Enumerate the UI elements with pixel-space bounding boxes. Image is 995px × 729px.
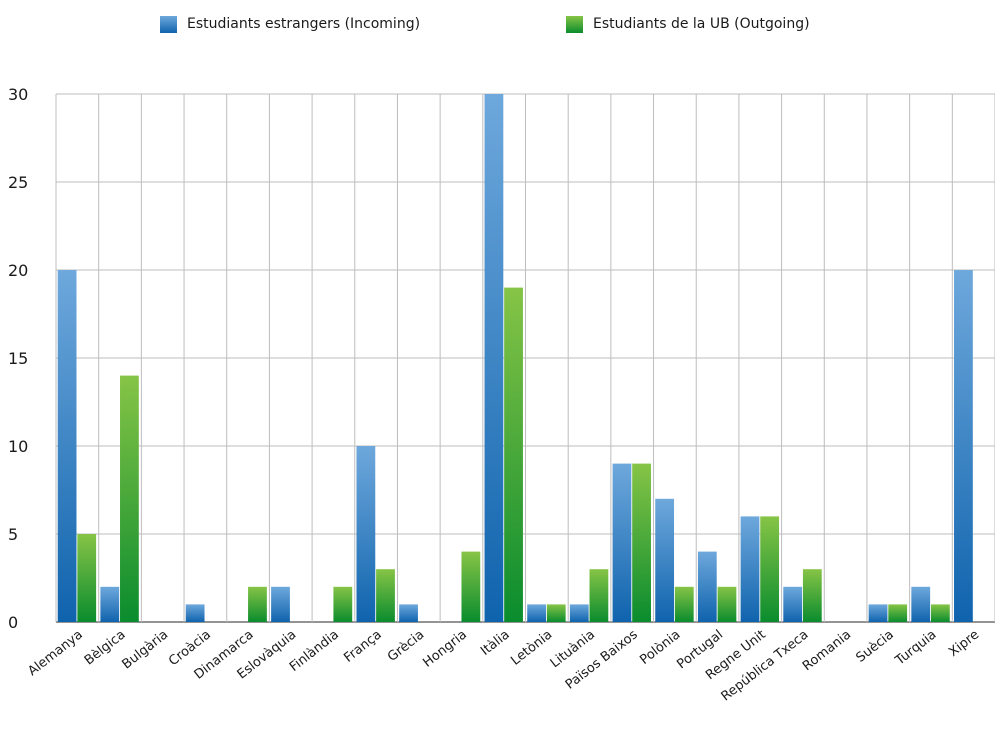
bar-incoming [57, 270, 77, 622]
y-tick-label: 10 [8, 437, 28, 456]
bar-outgoing [376, 569, 395, 622]
bar-incoming [356, 446, 376, 622]
grid-lines [55, 93, 995, 623]
bar-incoming [100, 586, 120, 622]
x-axis-ticks: AlemanyaBèlgicaBulgàriaCroàciaDinamarcaE… [25, 627, 982, 704]
bar-outgoing [504, 287, 523, 622]
bar-outgoing [888, 604, 908, 622]
bar-outgoing [930, 604, 950, 622]
legend-swatch-incoming [160, 15, 177, 33]
bar-outgoing [760, 516, 780, 622]
y-tick-label: 20 [8, 261, 28, 280]
bar-incoming [697, 551, 717, 622]
bar-incoming [399, 604, 418, 622]
x-tick-label: Hongria [420, 627, 470, 670]
x-tick-label: Alemanya [25, 627, 85, 679]
x-tick-label: Suècia [853, 627, 896, 665]
legend-item-outgoing: Estudiants de la UB (Outgoing) [566, 12, 810, 36]
bar-outgoing [589, 569, 609, 622]
bar-incoming [527, 604, 546, 622]
bar-incoming [612, 463, 632, 622]
bar-incoming [911, 586, 931, 622]
bar-incoming [740, 516, 760, 622]
x-tick-label: França [341, 627, 384, 665]
bar-outgoing [802, 569, 822, 622]
bar-incoming [655, 498, 675, 622]
bars [57, 94, 973, 622]
x-tick-label: Països Baixos [563, 627, 641, 693]
bar-incoming [484, 94, 504, 622]
bar-outgoing [248, 586, 267, 622]
x-tick-label: Romania [800, 627, 854, 674]
bar-outgoing [77, 534, 97, 622]
x-tick-label: Bulgària [119, 627, 171, 672]
legend: Estudiants estrangers (Incoming) Estudia… [0, 12, 995, 36]
x-tick-label: Letònia [508, 627, 555, 668]
x-tick-label: Xipre [946, 627, 982, 660]
bar-incoming [783, 586, 803, 622]
bar-incoming [954, 270, 973, 622]
legend-swatch-outgoing [566, 15, 583, 33]
bar-outgoing [632, 463, 651, 622]
bar-outgoing [717, 586, 737, 622]
y-tick-label: 5 [8, 525, 18, 544]
y-tick-label: 0 [8, 613, 18, 632]
bar-incoming [868, 604, 888, 622]
x-tick-label: Itàlia [478, 627, 513, 659]
bar-outgoing [461, 551, 481, 622]
bar-incoming [271, 586, 290, 622]
bar-outgoing [546, 604, 566, 622]
bar-outgoing [120, 375, 139, 622]
bar-incoming [569, 604, 589, 622]
legend-label-outgoing: Estudiants de la UB (Outgoing) [593, 16, 810, 32]
bar-outgoing [333, 586, 353, 622]
y-tick-label: 30 [8, 85, 28, 104]
legend-item-incoming: Estudiants estrangers (Incoming) [160, 12, 420, 36]
y-tick-label: 15 [8, 349, 28, 368]
y-tick-label: 25 [8, 173, 28, 192]
bar-incoming [185, 604, 205, 622]
y-axis-ticks: 0 5 10 15 20 25 30 [8, 85, 28, 632]
x-tick-label: Turquia [892, 627, 939, 669]
legend-label-incoming: Estudiants estrangers (Incoming) [187, 16, 421, 32]
bar-outgoing [674, 586, 694, 622]
